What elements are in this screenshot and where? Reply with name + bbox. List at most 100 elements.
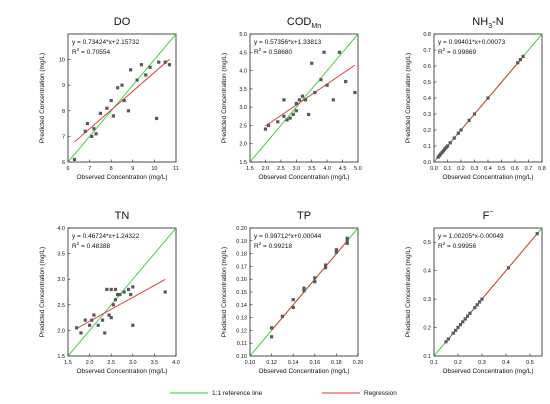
x-tick-label: 3.0	[292, 166, 300, 172]
y-tick-label: 0.7	[423, 48, 431, 54]
x-tick-label: 5.0	[354, 166, 362, 172]
data-point	[466, 314, 470, 318]
regression-line	[74, 58, 170, 143]
y-tick-label: 0.8	[423, 32, 431, 38]
r-squared-power: 2	[259, 47, 262, 52]
data-point	[478, 300, 482, 304]
title-main: COD	[287, 16, 312, 28]
data-point	[282, 98, 286, 102]
data-point	[90, 134, 94, 138]
r-squared: R2 = 0.58680	[254, 47, 293, 56]
data-point	[334, 248, 338, 252]
data-point	[85, 122, 90, 126]
data-point	[285, 118, 289, 122]
x-tick-label: 0.14	[288, 360, 299, 366]
r-squared-power: 2	[77, 47, 80, 52]
data-point	[456, 325, 460, 330]
y-tick-label: 0.19	[236, 239, 247, 245]
data-point	[163, 60, 167, 64]
r-squared-symbol: R	[72, 49, 77, 56]
r-squared-symbol: R	[438, 243, 443, 250]
x-tick-label: 0.1	[430, 360, 438, 366]
chart-panel-3: NH3-N 0.0 0.1 0.2 0.3 0.4 0.5 0.6 0.7 0.8 0.0 0.1 0.…	[405, 16, 546, 181]
regression-equation: y = 0.57356*x+1.33813	[254, 39, 322, 46]
data-point	[129, 292, 133, 297]
x-tick-label: 2.5	[277, 166, 285, 172]
data-point	[154, 116, 159, 121]
y-tick-label: 0.15	[236, 290, 247, 296]
x-tick-label: 0.2	[457, 166, 465, 172]
data-point	[120, 83, 124, 87]
x-tick-label: 4.0	[172, 360, 180, 366]
data-point	[167, 63, 172, 67]
x-tick-label: 0.10	[245, 360, 256, 366]
data-point	[486, 96, 490, 100]
data-point	[302, 289, 306, 293]
chart-panel-6: F− 0.1 0.2 0.3 0.4 0.5 0.1 0.2 0.3 0.4 0.5 Observed…	[405, 209, 543, 375]
r-squared-value: = 0.99869	[445, 49, 476, 56]
r-squared-value: = 0.48388	[79, 243, 110, 250]
y-tick-label: 0.17	[236, 264, 247, 270]
y-tick-label: 4.5	[239, 50, 247, 56]
data-point	[92, 313, 96, 317]
r-squared-power: 2	[259, 241, 262, 246]
y-tick-label: 0.4	[423, 269, 431, 275]
x-tick-label: 0.3	[478, 360, 486, 366]
data-point	[302, 286, 306, 290]
regression-line	[265, 64, 356, 127]
data-point	[516, 61, 520, 65]
title-main: TN	[115, 210, 130, 222]
r-squared-power: 2	[77, 241, 80, 246]
legend-reference-label: 1:1 reference line	[212, 390, 263, 397]
data-point	[163, 290, 167, 294]
data-point	[313, 276, 317, 280]
x-tick-label: 3.5	[308, 166, 316, 172]
y-tick-label: 4.0	[239, 69, 247, 75]
data-point	[291, 298, 295, 302]
y-axis-label: Predicted Concentration (mg/L)	[221, 53, 228, 143]
title-subscript: Mn	[311, 23, 321, 30]
data-point	[83, 318, 87, 322]
y-tick-label: 0.18	[236, 252, 247, 258]
x-tick-label: 11	[173, 166, 179, 172]
y-tick-label: 2.0	[57, 328, 65, 334]
chart-panel-1: DO 6 7 8 9 10 11 6 7 8 9 10 Observed Concentration (…	[39, 16, 179, 181]
y-axis-label: Predicted Concentration (mg/L)	[39, 53, 46, 143]
data-point	[472, 112, 477, 116]
data-point	[113, 287, 118, 292]
title-main: F	[483, 210, 490, 222]
x-tick-label: 0.5	[526, 360, 534, 366]
chart-title: TP	[297, 210, 311, 222]
data-point	[337, 50, 342, 54]
y-tick-label: 1.5	[239, 160, 247, 166]
data-points	[436, 54, 525, 159]
y-tick-label: 0.5	[423, 240, 431, 246]
chart-title: TN	[115, 210, 130, 222]
data-point	[126, 287, 131, 292]
data-point	[444, 146, 448, 150]
data-point	[535, 232, 539, 236]
data-points	[72, 60, 172, 162]
y-tick-label: 6	[62, 160, 65, 166]
chart-title: NH3-N	[472, 16, 503, 30]
y-tick-label: 0.11	[237, 341, 247, 347]
chart-title: F−	[483, 209, 494, 222]
r-squared: R2 = 0.99218	[254, 241, 293, 250]
data-point	[98, 111, 102, 115]
r-squared: R2 = 0.99869	[438, 47, 477, 56]
data-point	[288, 116, 292, 120]
data-point	[443, 147, 447, 151]
data-point	[468, 311, 472, 315]
data-point	[139, 63, 144, 67]
y-tick-label: 1.5	[57, 354, 65, 360]
data-points	[263, 50, 357, 131]
data-point	[451, 331, 455, 335]
y-tick-label: 0.16	[236, 277, 247, 283]
data-point	[263, 127, 268, 131]
data-points	[444, 232, 539, 344]
x-axis-label: Observed Concentration (mg/L)	[76, 368, 167, 375]
y-tick-label: 9	[62, 83, 65, 89]
x-tick-label: 0.2	[454, 360, 462, 366]
x-tick-label: 2.0	[86, 360, 94, 366]
